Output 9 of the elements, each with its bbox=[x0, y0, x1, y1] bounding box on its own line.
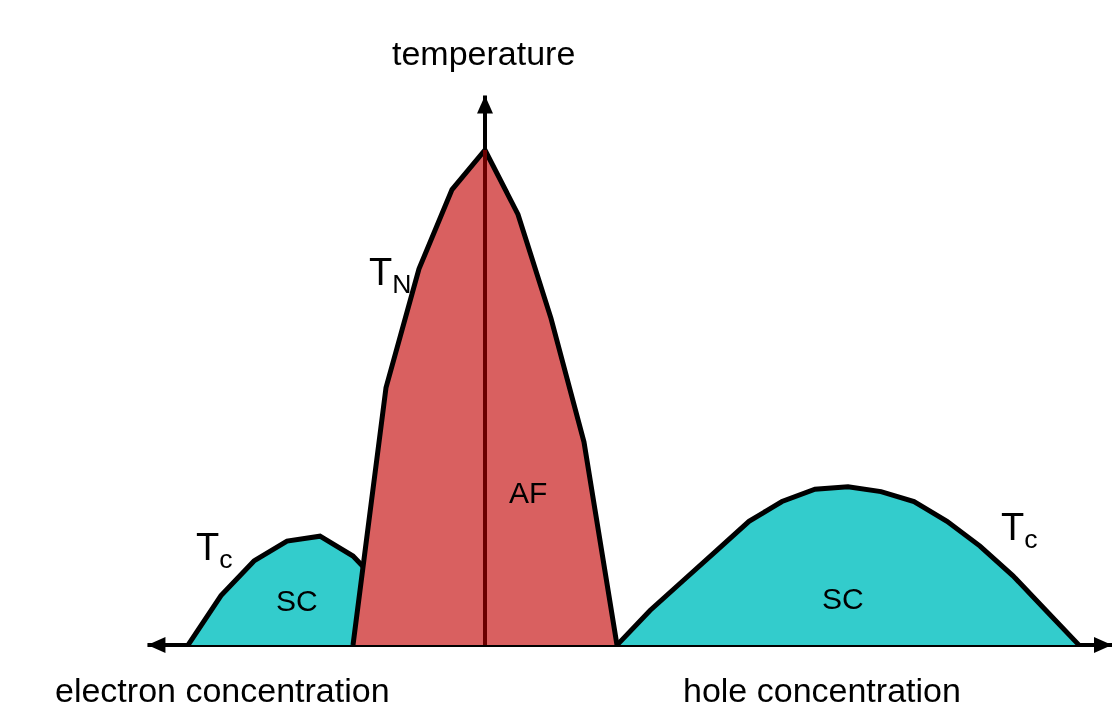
annotation: SC bbox=[276, 584, 318, 617]
annotation: AF bbox=[509, 476, 548, 509]
y-axis-title: temperature bbox=[392, 34, 576, 72]
annotation: T$_{c}$ bbox=[196, 526, 233, 574]
annotation: SC bbox=[822, 582, 864, 615]
text: electron concentration bbox=[55, 671, 390, 707]
text: hole concentration bbox=[683, 671, 961, 707]
annotation: T$_{c}$ bbox=[1001, 506, 1038, 554]
annotation: T$_{N}$ bbox=[369, 251, 412, 299]
